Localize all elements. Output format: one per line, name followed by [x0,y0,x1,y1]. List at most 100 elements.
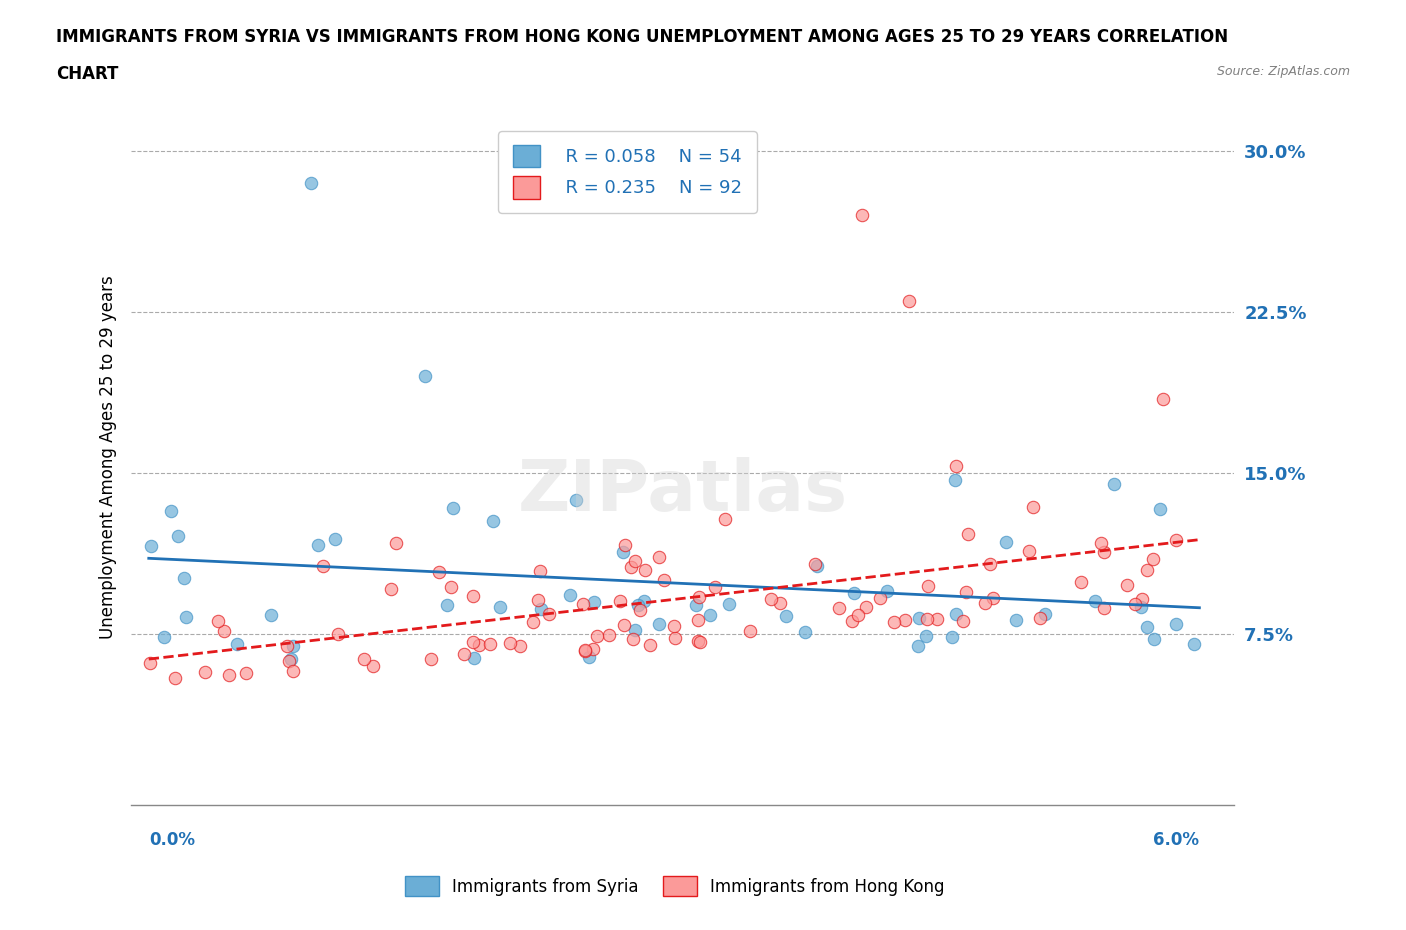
Immigrants from Syria [583,594,606,609]
Immigrants from Hong Kong [688,589,710,604]
Immigrants from Hong Kong [311,559,333,574]
Text: IMMIGRANTS FROM SYRIA VS IMMIGRANTS FROM HONG KONG UNEMPLOYMENT AMONG AGES 25 TO: IMMIGRANTS FROM SYRIA VS IMMIGRANTS FROM… [56,28,1229,46]
Immigrants from Hong Kong [613,618,636,632]
Immigrants from Syria [699,607,721,622]
Immigrants from Hong Kong [281,663,304,678]
Immigrants from Syria [876,584,898,599]
Immigrants from Hong Kong [1090,536,1112,551]
Immigrants from Hong Kong [463,634,485,649]
Immigrants from Hong Kong [664,631,686,645]
Immigrants from Syria [624,622,647,637]
Immigrants from Syria [1102,476,1125,491]
Immigrants from Hong Kong [609,593,631,608]
Immigrants from Syria [281,639,304,654]
Immigrants from Syria [717,597,740,612]
Immigrants from Syria [530,602,553,617]
Immigrants from Syria [463,650,485,665]
Immigrants from Syria [260,608,283,623]
Immigrants from Hong Kong [427,565,450,579]
Immigrants from Hong Kong [1018,543,1040,558]
Immigrants from Syria [941,630,963,644]
Immigrants from Syria [167,528,190,543]
Immigrants from Hong Kong [598,628,620,643]
Immigrants from Syria [153,630,176,644]
Immigrants from Syria [806,558,828,573]
Immigrants from Hong Kong [979,557,1001,572]
Immigrants from Syria [907,639,929,654]
Immigrants from Hong Kong [804,556,827,571]
Immigrants from Hong Kong [1070,575,1092,590]
Legend:   R = 0.058    N = 54,   R = 0.235    N = 92: R = 0.058 N = 54, R = 0.235 N = 92 [499,131,756,213]
Immigrants from Hong Kong [703,580,725,595]
Immigrants from Syria [943,472,966,487]
Immigrants from Hong Kong [714,512,737,526]
Immigrants from Hong Kong [1116,578,1139,592]
Immigrants from Hong Kong [981,591,1004,605]
Immigrants from Syria [299,176,322,191]
Immigrants from Hong Kong [585,629,607,644]
Immigrants from Syria [1136,619,1159,634]
Immigrants from Hong Kong [761,591,783,606]
Immigrants from Hong Kong [883,615,905,630]
Immigrants from Hong Kong [688,633,710,648]
Immigrants from Syria [280,652,302,667]
Immigrants from Syria [908,611,931,626]
Immigrants from Hong Kong [945,458,967,473]
Immigrants from Hong Kong [453,646,475,661]
Immigrants from Hong Kong [574,644,596,658]
Immigrants from Hong Kong [207,614,229,629]
Immigrants from Hong Kong [463,588,485,603]
Text: 6.0%: 6.0% [1153,831,1199,849]
Immigrants from Syria [323,531,346,546]
Immigrants from Syria [627,598,650,613]
Immigrants from Hong Kong [640,637,662,652]
Immigrants from Hong Kong [440,579,463,594]
Immigrants from Hong Kong [628,603,651,618]
Immigrants from Hong Kong [1125,596,1147,611]
Immigrants from Hong Kong [574,643,596,658]
Immigrants from Syria [489,600,512,615]
Immigrants from Hong Kong [686,612,709,627]
Text: ZIPatlas: ZIPatlas [517,458,848,526]
Immigrants from Hong Kong [328,627,350,642]
Immigrants from Hong Kong [952,613,974,628]
Immigrants from Syria [648,617,671,631]
Immigrants from Syria [565,493,588,508]
Immigrants from Hong Kong [478,636,501,651]
Immigrants from Syria [226,637,249,652]
Immigrants from Hong Kong [957,526,980,541]
Immigrants from Hong Kong [235,665,257,680]
Immigrants from Hong Kong [218,668,240,683]
Immigrants from Syria [441,500,464,515]
Immigrants from Hong Kong [740,624,762,639]
Immigrants from Syria [1129,600,1152,615]
Immigrants from Hong Kong [955,584,977,599]
Immigrants from Syria [1004,613,1026,628]
Text: CHART: CHART [56,65,118,83]
Y-axis label: Unemployment Among Ages 25 to 29 years: Unemployment Among Ages 25 to 29 years [100,275,117,639]
Immigrants from Hong Kong [1166,533,1188,548]
Immigrants from Syria [612,544,634,559]
Text: 0.0%: 0.0% [149,831,195,849]
Immigrants from Hong Kong [897,294,920,309]
Immigrants from Hong Kong [654,572,676,587]
Text: Source: ZipAtlas.com: Source: ZipAtlas.com [1216,65,1350,78]
Immigrants from Syria [1084,593,1107,608]
Immigrants from Hong Kong [648,550,671,565]
Immigrants from Hong Kong [846,607,869,622]
Immigrants from Hong Kong [509,639,531,654]
Immigrants from Syria [139,538,162,553]
Immigrants from Hong Kong [276,639,298,654]
Immigrants from Hong Kong [139,656,162,671]
Immigrants from Hong Kong [917,578,939,593]
Immigrants from Hong Kong [927,612,949,627]
Immigrants from Syria [633,594,655,609]
Immigrants from Hong Kong [855,599,877,614]
Immigrants from Hong Kong [361,658,384,673]
Immigrants from Hong Kong [419,652,441,667]
Immigrants from Hong Kong [1142,551,1164,566]
Immigrants from Hong Kong [571,597,593,612]
Immigrants from Hong Kong [527,592,550,607]
Immigrants from Syria [482,513,505,528]
Immigrants from Syria [995,534,1018,549]
